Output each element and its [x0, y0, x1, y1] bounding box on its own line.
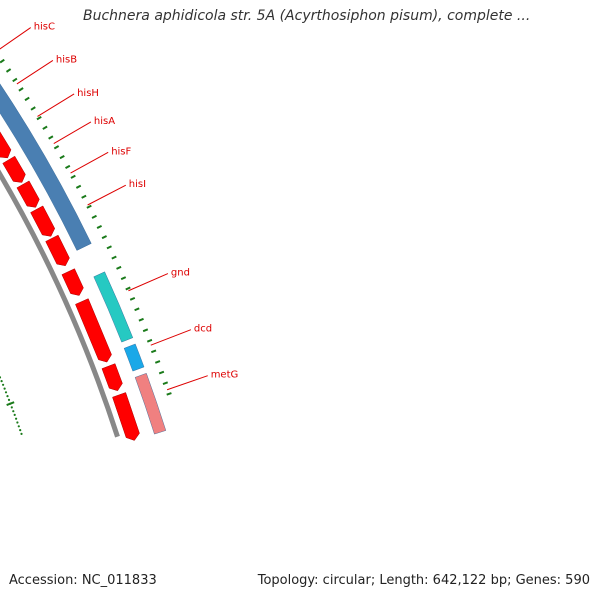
- gene-leader-line: [0, 27, 32, 50]
- gene-leader-line: [53, 121, 92, 145]
- gene-label: hisI: [129, 179, 146, 190]
- scale-dot: [19, 429, 22, 432]
- accession-label: Accession: NC_011833: [9, 573, 157, 588]
- metG-gene-band: [134, 373, 167, 435]
- scale-dot: [4, 391, 8, 394]
- outer-tick: [91, 214, 97, 219]
- outer-tick: [120, 276, 127, 281]
- outer-tick: [70, 174, 76, 179]
- scale-dot: [0, 380, 3, 383]
- gene-leader-line: [16, 60, 54, 85]
- map-title: Buchnera aphidicola str. 5A (Acyrthosiph…: [83, 8, 531, 24]
- outer-tick: [42, 125, 48, 130]
- scale-dot: [13, 413, 16, 416]
- gene-leader-line: [37, 93, 75, 117]
- outer-tick: [162, 381, 169, 385]
- gene-label: hisF: [111, 146, 131, 157]
- outer-tick: [75, 184, 82, 189]
- outer-tick: [24, 96, 30, 102]
- reverse-gene-arrow: [0, 131, 12, 159]
- outer-tick: [111, 255, 117, 260]
- scale-dot: [7, 398, 11, 401]
- outer-tick: [116, 265, 122, 270]
- gene-label: hisB: [56, 54, 77, 65]
- backbone-arc: [0, 169, 120, 438]
- gene-labels: hisC hisB hisH hisA hisF hisI gnd dcd metG: [0, 22, 239, 391]
- reverse-gene-arrow: [75, 298, 112, 363]
- reverse-gene-arrow: [61, 268, 84, 296]
- outer-tick: [18, 87, 24, 92]
- gnd-gene-band: [93, 271, 134, 343]
- outer-tick: [81, 194, 87, 199]
- outer-tick: [12, 77, 18, 83]
- scale-dot: [16, 421, 19, 424]
- outer-tick: [36, 115, 42, 121]
- reverse-gene-arrow: [45, 234, 70, 267]
- gene-leader-line: [166, 375, 208, 391]
- outer-tick: [106, 245, 112, 250]
- outer-tick: [134, 307, 140, 312]
- outer-tick: [158, 370, 165, 375]
- scale-dot: [10, 406, 13, 409]
- gene-label: dcd: [194, 324, 212, 335]
- outer-tick: [0, 58, 5, 64]
- reverse-gene-arrow: [16, 180, 40, 208]
- scale-dot: [17, 425, 20, 428]
- scale-dot: [0, 376, 2, 379]
- scale-dot: [6, 395, 9, 398]
- scale-tick: [6, 401, 15, 406]
- forward-his-operon-band: [0, 83, 92, 251]
- reverse-gene-arrow: [112, 392, 140, 441]
- reverse-gene-arrow: [101, 363, 123, 392]
- outer-tick: [142, 328, 149, 333]
- gene-label: metG: [211, 370, 239, 381]
- outer-tick: [154, 360, 161, 364]
- genome-backbone: [0, 169, 120, 438]
- outer-tick: [166, 392, 172, 396]
- gene-leader-line: [70, 151, 109, 174]
- outer-tick: [65, 164, 71, 170]
- outer-tick: [96, 224, 103, 229]
- reverse-gene-arrow: [2, 155, 26, 183]
- scale-dot: [15, 417, 18, 420]
- gene-leader-line: [128, 273, 169, 292]
- outer-tick: [129, 296, 136, 301]
- scale-dot: [12, 410, 15, 413]
- gene-label: gnd: [171, 268, 190, 279]
- outer-tick: [5, 68, 12, 73]
- gene-leader-line: [150, 329, 192, 346]
- outer-tick: [138, 317, 144, 322]
- scale-dot: [1, 383, 5, 386]
- outer-tick: [150, 349, 157, 354]
- outer-tick: [59, 154, 65, 160]
- outer-tick: [125, 286, 131, 291]
- outer-tick: [146, 338, 153, 343]
- gene-leader-line: [87, 184, 127, 206]
- scale-ticks: 105 kbp106 kbp107 kbp108 kbp109 kbp110 k…: [0, 58, 172, 435]
- gene-label: hisA: [94, 116, 115, 127]
- outer-tick: [86, 204, 92, 209]
- reverse-gene-arrow: [30, 205, 56, 237]
- scale-dot: [3, 387, 6, 390]
- dcd-gene-band: [123, 343, 145, 372]
- gene-label: hisC: [34, 22, 55, 33]
- scale-dot: [20, 432, 23, 435]
- outer-tick: [30, 106, 36, 111]
- outer-tick: [48, 135, 54, 140]
- gene-track: [0, 83, 167, 441]
- gene-label: hisH: [77, 88, 99, 99]
- outer-tick: [53, 145, 60, 150]
- outer-tick: [101, 235, 108, 240]
- genome-summary: Topology: circular; Length: 642,122 bp; …: [257, 573, 590, 588]
